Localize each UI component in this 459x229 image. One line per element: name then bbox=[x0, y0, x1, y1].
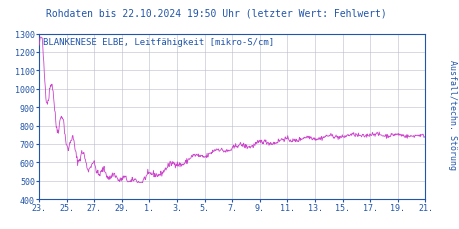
Text: BLANKENESE ELBE, Leitfähigkeit [mikro-S/cm]: BLANKENESE ELBE, Leitfähigkeit [mikro-S/… bbox=[43, 38, 274, 47]
Text: Ausfall/techn. Störung: Ausfall/techn. Störung bbox=[447, 60, 456, 169]
Text: Rohdaten bis 22.10.2024 19:50 Uhr (letzter Wert: Fehlwert): Rohdaten bis 22.10.2024 19:50 Uhr (letzt… bbox=[46, 8, 386, 18]
